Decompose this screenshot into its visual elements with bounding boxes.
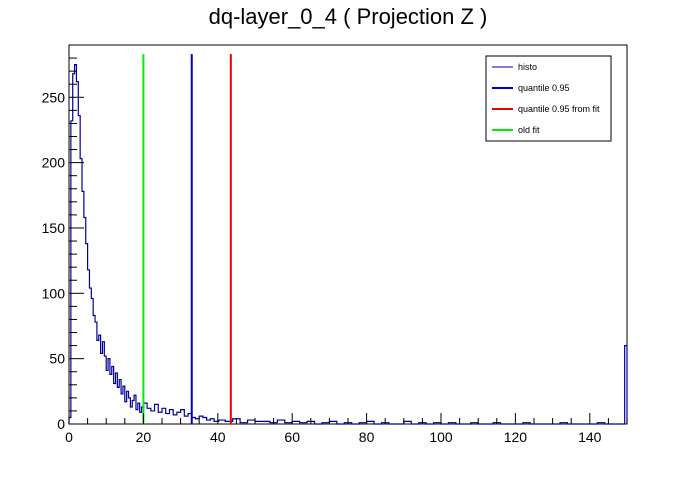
x-tick-label-3: 60 [284, 429, 300, 445]
legend-box [485, 55, 612, 142]
x-tick-label-2: 40 [210, 429, 226, 445]
y-tick-label-4: 200 [42, 155, 66, 171]
y-tick-label-2: 100 [42, 285, 66, 301]
y-tick-label-3: 150 [42, 220, 66, 236]
histogram-series [68, 63, 628, 425]
x-tick-label-5: 100 [429, 429, 453, 445]
chart-title: dq-layer_0_4 ( Projection Z ) [209, 4, 488, 29]
legend-label-1: quantile 0.95 [518, 83, 570, 93]
x-tick-label-7: 140 [578, 429, 602, 445]
legend-label-2: quantile 0.95 from fit [518, 104, 600, 114]
x-tick-label-4: 80 [359, 429, 375, 445]
legend-label-3: old fit [518, 125, 540, 135]
legend-label-0: histo [518, 62, 537, 72]
marker-lines [142, 54, 232, 424]
x-tick-label-1: 20 [136, 429, 152, 445]
histo-line [68, 63, 628, 425]
x-tick-label-0: 0 [65, 429, 73, 445]
axes: 0 20 40 60 80 100 120 140 0 50 100 150 200 250 [42, 44, 628, 445]
y-tick-label-1: 50 [49, 351, 65, 367]
y-tick-label-0: 0 [57, 416, 65, 432]
legend: histo quantile 0.95 quantile 0.95 from fit… [485, 55, 612, 142]
y-tick-label-5: 250 [42, 89, 66, 105]
x-tick-label-6: 120 [504, 429, 528, 445]
